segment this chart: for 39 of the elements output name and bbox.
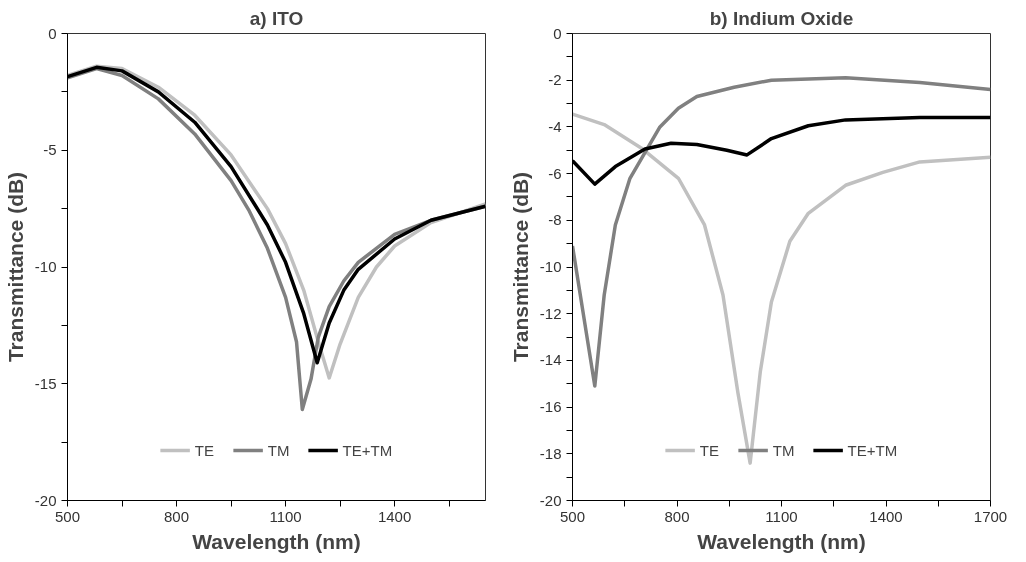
x-tick-label: 1400 [377,507,412,525]
x-tick-label: 1100 [269,507,302,525]
y-tick-label: -12 [539,304,562,322]
line-series [572,112,991,465]
x-tick-label: 800 [664,507,690,525]
y-tick-label: -20 [539,491,562,509]
y-tick-label: -16 [539,398,562,416]
y-tick-label: -4 [548,117,562,135]
y-tick-label: -5 [43,141,57,159]
legend-label: TE+TM [847,441,898,459]
y-tick-label: -2 [548,71,562,89]
line-series [572,76,991,388]
y-tick-label: -14 [539,351,562,369]
y-tick-label: 0 [553,24,562,42]
y-axis-title: Transmittance (dB) [3,171,27,363]
legend-label: TE+TM [342,441,393,459]
y-tick-label: -10 [539,258,562,275]
chart-title: a) ITO [249,7,304,29]
x-axis-title: Wavelength (nm) [697,529,866,553]
legend-label: TM [267,441,290,459]
y-tick-label: -15 [34,374,57,392]
x-tick-label: 1400 [869,507,903,525]
y-tick-label: -10 [34,258,57,275]
legend-label: TE [699,441,720,459]
x-axis-title: Wavelength (nm) [192,529,361,553]
x-tick-label: 500 [559,507,586,525]
y-tick-label: -18 [539,444,562,462]
x-tick-label: 500 [54,507,81,525]
x-tick-label: 1700 [973,507,1008,525]
x-tick-label: 800 [164,507,190,525]
chart-title: b) Indium Oxide [709,7,854,29]
y-axis-title: Transmittance (dB) [508,171,532,363]
y-tick-label: 0 [48,24,57,42]
legend-label: TE [194,441,215,459]
y-tick-label: -6 [548,164,562,182]
y-tick-label: -20 [34,491,57,509]
x-tick-label: 1100 [765,507,798,525]
y-tick-label: -8 [548,211,562,229]
legend-label: TM [772,441,795,459]
